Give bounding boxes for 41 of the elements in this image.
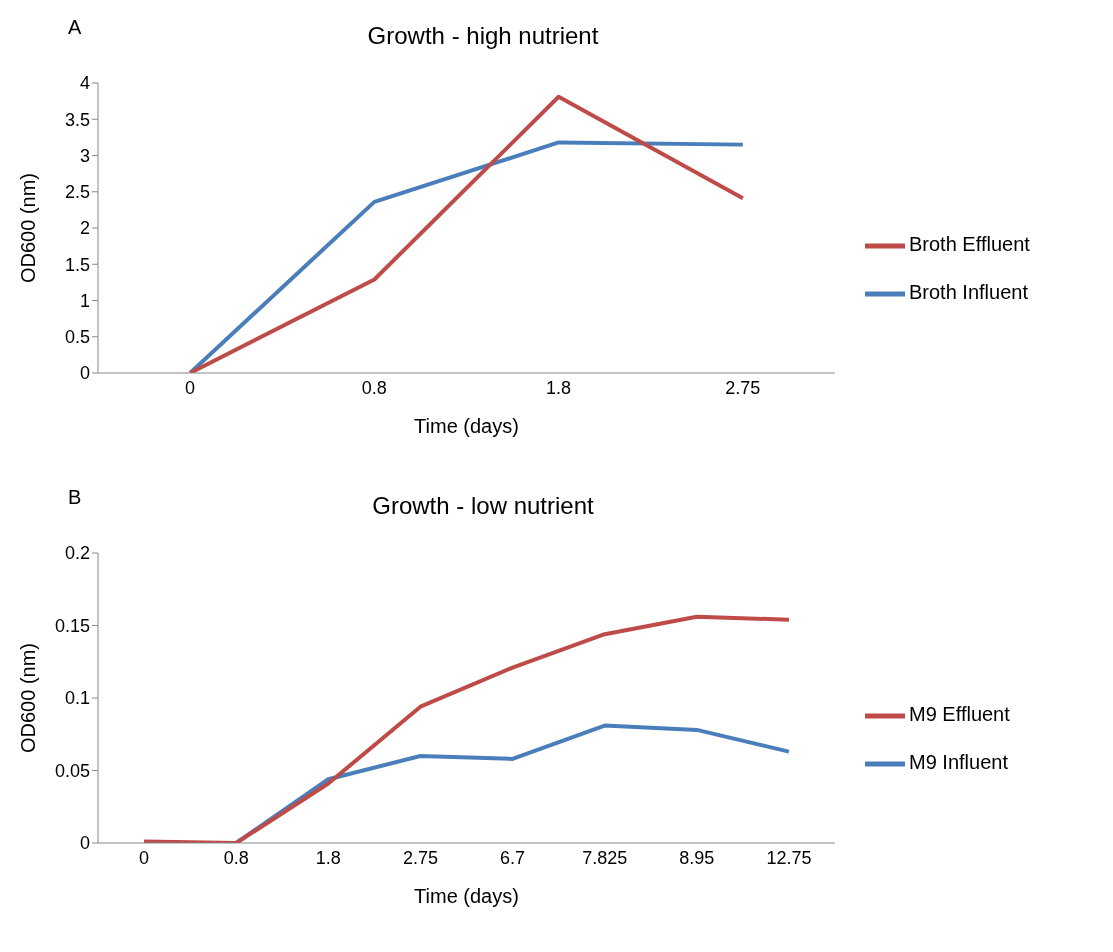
- y-tick-label: 0.2: [64, 543, 90, 564]
- x-tick-label: 2.75: [725, 377, 761, 398]
- y-tick-label: 0.15: [54, 615, 90, 636]
- y-tick-label: 2.5: [64, 182, 90, 203]
- x-tick-label: 0: [185, 377, 196, 398]
- x-tick-label: 1.8: [315, 847, 341, 868]
- y-tick-label: 0.1: [64, 688, 90, 709]
- y-axis-title: OD600 (nm): [17, 642, 40, 754]
- line-series: [188, 140, 745, 373]
- y-tick-label: 0: [79, 833, 90, 854]
- y-tick-label: 0.05: [54, 760, 90, 781]
- x-tick-label: 0.8: [223, 847, 249, 868]
- x-tick-label: 0: [139, 847, 150, 868]
- line-series: [188, 94, 745, 373]
- y-tick-label: 3.5: [64, 109, 90, 130]
- y-axis-title: OD600 (nm): [17, 172, 40, 284]
- x-axis-title: Time (days): [414, 415, 519, 437]
- x-tick-label: 0.8: [361, 377, 387, 398]
- chart-title: Growth - low nutrient: [371, 492, 595, 520]
- legend-label: Broth Influent: [909, 281, 1028, 303]
- y-tick-label: 0: [79, 363, 90, 384]
- x-tick-label: 2.75: [402, 847, 438, 868]
- y-tick-label: 2: [79, 218, 90, 239]
- legend-label: M9 Influent: [909, 751, 1008, 773]
- x-tick-label: 12.75: [766, 847, 812, 868]
- y-tick-label: 4: [79, 73, 90, 94]
- x-tick-label: 8.95: [679, 847, 715, 868]
- x-tick-label: 1.8: [546, 377, 572, 398]
- x-tick-label: 7.825: [582, 847, 628, 868]
- y-tick-label: 1.5: [64, 254, 90, 275]
- text: A: [68, 16, 82, 38]
- text: B: [68, 486, 82, 508]
- y-tick-label: 0.5: [64, 327, 90, 348]
- legend-label: M9 Effluent: [909, 703, 1010, 725]
- legend-label: Broth Effluent: [909, 233, 1030, 255]
- y-tick-label: 1: [79, 290, 90, 311]
- x-tick-label: 6.7: [500, 847, 526, 868]
- chart-title: Growth - high nutrient: [366, 22, 600, 50]
- line-series: [142, 614, 791, 843]
- y-tick-label: 3: [79, 145, 90, 166]
- x-axis-title: Time (days): [414, 885, 519, 907]
